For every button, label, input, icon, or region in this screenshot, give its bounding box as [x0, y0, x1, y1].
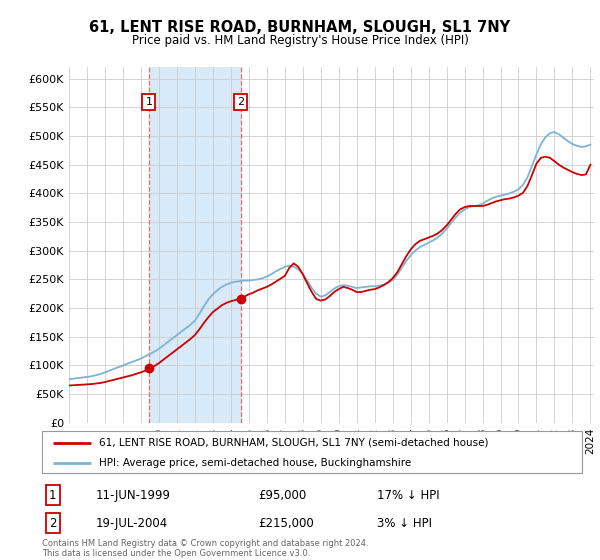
Text: 61, LENT RISE ROAD, BURNHAM, SLOUGH, SL1 7NY (semi-detached house): 61, LENT RISE ROAD, BURNHAM, SLOUGH, SL1… [98, 438, 488, 448]
Text: HPI: Average price, semi-detached house, Buckinghamshire: HPI: Average price, semi-detached house,… [98, 458, 411, 468]
FancyBboxPatch shape [42, 431, 582, 473]
Text: 1: 1 [49, 488, 56, 502]
Text: 1: 1 [145, 97, 152, 106]
Text: 2: 2 [237, 97, 244, 106]
Text: £215,000: £215,000 [258, 516, 314, 530]
Text: Contains HM Land Registry data © Crown copyright and database right 2024.
This d: Contains HM Land Registry data © Crown c… [42, 539, 368, 558]
Text: 61, LENT RISE ROAD, BURNHAM, SLOUGH, SL1 7NY: 61, LENT RISE ROAD, BURNHAM, SLOUGH, SL1… [89, 20, 511, 35]
Text: 2: 2 [49, 516, 56, 530]
Text: £95,000: £95,000 [258, 488, 306, 502]
Bar [149, 67, 241, 423]
Text: 17% ↓ HPI: 17% ↓ HPI [377, 488, 439, 502]
Text: Price paid vs. HM Land Registry's House Price Index (HPI): Price paid vs. HM Land Registry's House … [131, 34, 469, 46]
Text: 11-JUN-1999: 11-JUN-1999 [96, 488, 171, 502]
Text: 19-JUL-2004: 19-JUL-2004 [96, 516, 168, 530]
Text: 3% ↓ HPI: 3% ↓ HPI [377, 516, 432, 530]
